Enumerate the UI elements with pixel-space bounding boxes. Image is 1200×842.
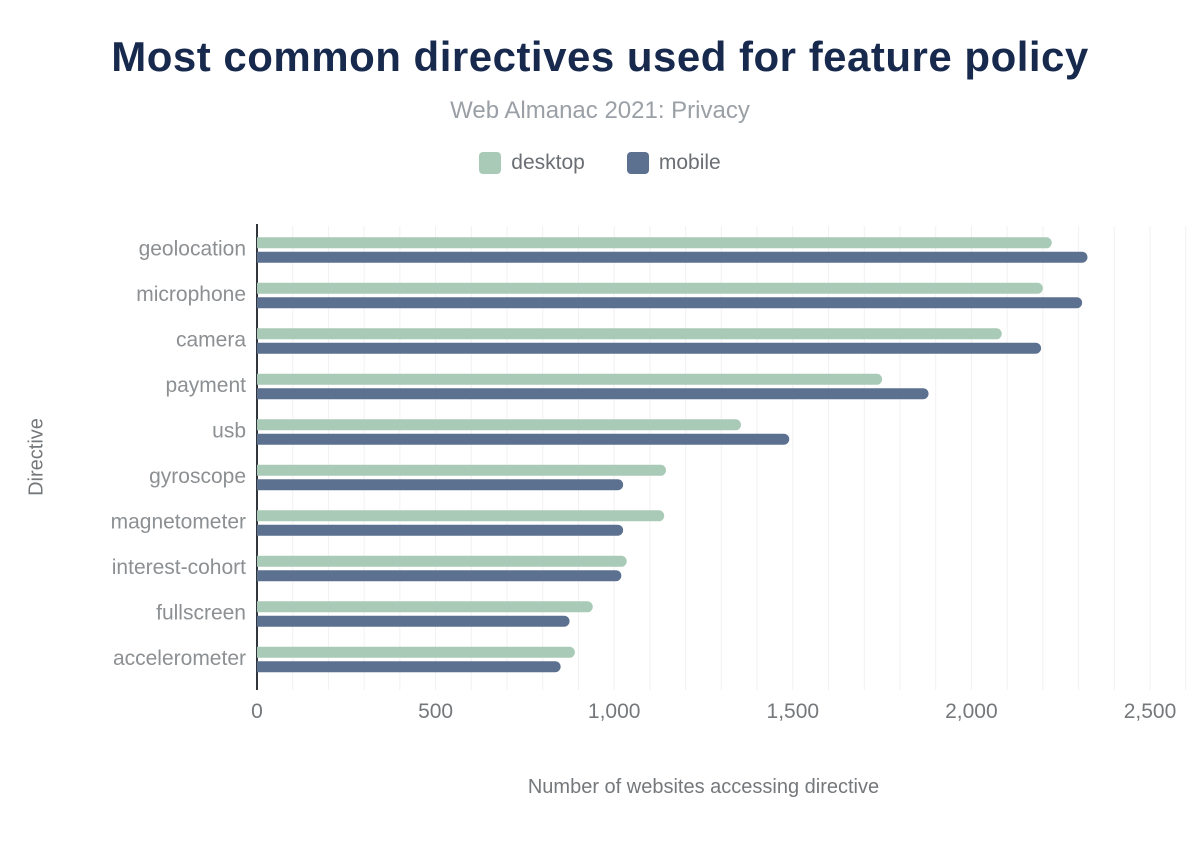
bar-mobile-magnetometer[interactable] (257, 524, 624, 536)
category-label-fullscreen: fullscreen (156, 601, 246, 624)
legend-label-mobile: mobile (658, 151, 721, 174)
legend-label-desktop: desktop (511, 151, 585, 174)
bar-desktop-microphone[interactable] (257, 282, 1043, 294)
legend-swatch-desktop (479, 152, 502, 174)
x-tick-label-1,500: 1,500 (767, 700, 820, 723)
bar-desktop-interest-cohort[interactable] (257, 555, 627, 567)
bar-desktop-magnetometer[interactable] (257, 510, 665, 522)
legend-swatch-mobile (626, 152, 649, 174)
x-tick-label-1,000: 1,000 (588, 700, 641, 723)
chart-title: Most common directives used for feature … (111, 33, 1089, 80)
x-tick-label-2,000: 2,000 (945, 700, 998, 723)
chart-svg: geolocation microphone camera payment usb gyr… (111, 224, 1187, 723)
x-tick-label-0: 0 (251, 700, 263, 723)
x-tick-label-500: 500 (418, 700, 453, 723)
legend-item-mobile: mobile (626, 151, 721, 175)
category-label-geolocation: geolocation (139, 237, 246, 260)
category-label-magnetometer: magnetometer (111, 510, 246, 533)
bar-mobile-accelerometer[interactable] (257, 661, 561, 673)
category-label-gyroscope: gyroscope (149, 465, 246, 488)
bar-desktop-payment[interactable] (257, 373, 883, 385)
category-label-interest-cohort: interest-cohort (112, 556, 246, 579)
chart-subtitle: Web Almanac 2021: Privacy (450, 97, 750, 124)
bar-desktop-gyroscope[interactable] (257, 464, 666, 476)
bar-mobile-microphone[interactable] (257, 297, 1083, 309)
bar-mobile-camera[interactable] (256, 342, 1042, 354)
category-label-payment: payment (165, 374, 246, 397)
bar-desktop-camera[interactable] (257, 328, 1002, 340)
bar-desktop-fullscreen[interactable] (257, 601, 593, 613)
bar-mobile-fullscreen[interactable] (257, 615, 570, 627)
y-axis-title: Directive (25, 418, 48, 496)
bar-mobile-gyroscope[interactable] (257, 479, 624, 491)
x-axis-title: Number of websites accessing directive (527, 776, 880, 798)
bar-mobile-usb[interactable] (257, 433, 790, 445)
category-label-accelerometer: accelerometer (113, 647, 246, 670)
legend-item-desktop: desktop (479, 151, 585, 175)
x-tick-label-2,500: 2,500 (1124, 700, 1177, 723)
bar-desktop-accelerometer[interactable] (256, 646, 575, 658)
bar-desktop-geolocation[interactable] (257, 237, 1052, 249)
category-label-usb: usb (212, 419, 246, 442)
category-label-camera: camera (176, 328, 246, 351)
bar-mobile-payment[interactable] (257, 388, 929, 400)
bar-mobile-geolocation[interactable] (257, 251, 1088, 263)
category-label-microphone: microphone (136, 283, 246, 306)
bar-mobile-interest-cohort[interactable] (257, 570, 622, 582)
chart-legend: desktop mobile (0, 151, 1200, 175)
bar-desktop-usb[interactable] (256, 419, 742, 431)
